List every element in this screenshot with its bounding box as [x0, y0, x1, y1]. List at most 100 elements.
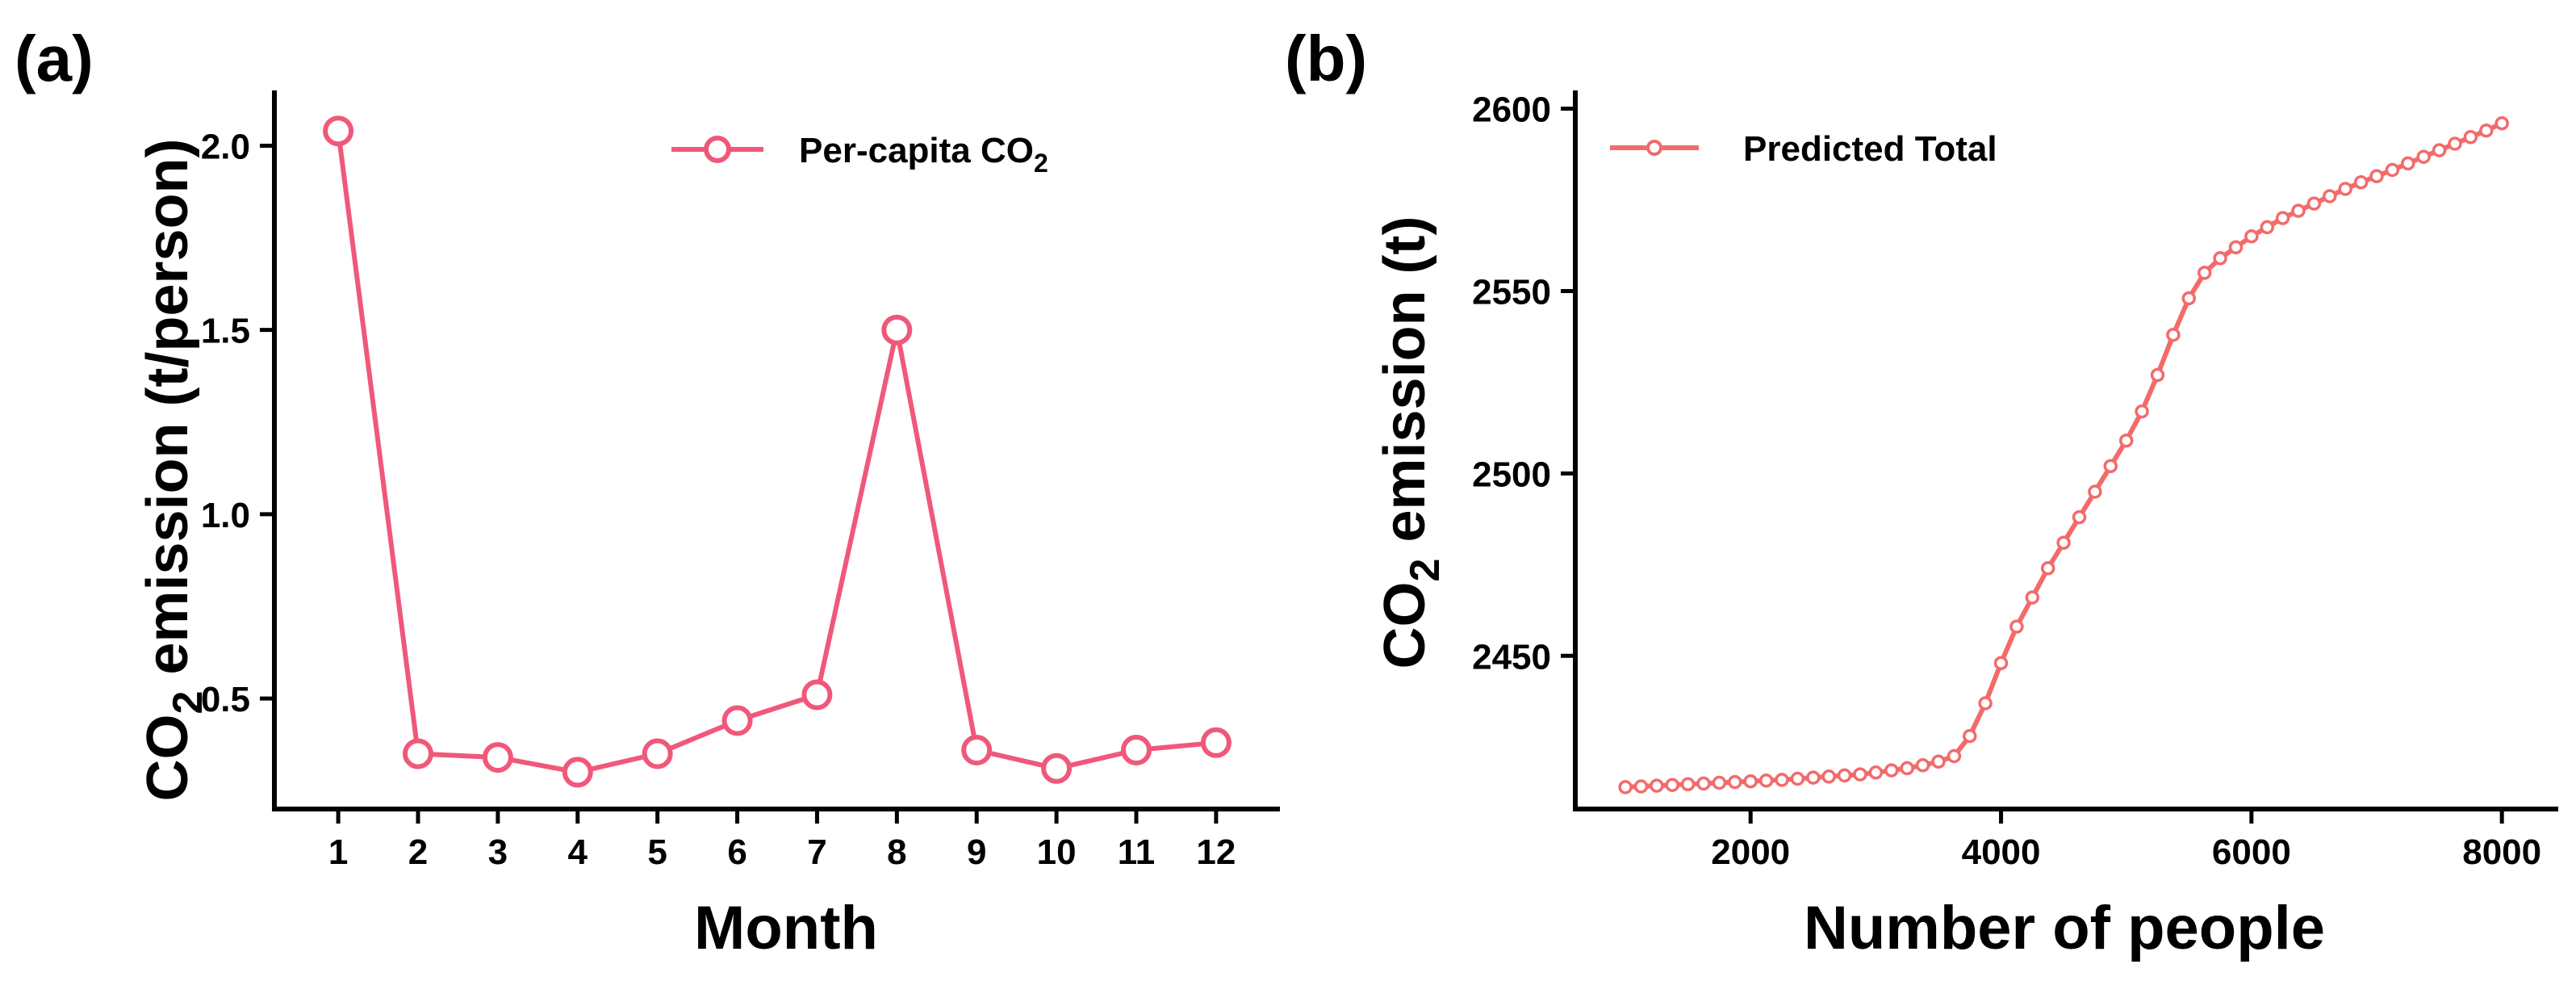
b-data-point	[2479, 123, 2494, 138]
b-data-point	[1868, 765, 1884, 780]
b-data-point	[1650, 778, 1664, 793]
a-x-tick-label: 5	[647, 832, 667, 872]
b-data-point	[1712, 775, 1727, 790]
panel-a-legend-label: Per-capita CO2	[799, 131, 1048, 178]
panel-a-x-axis-title: Month	[694, 894, 878, 962]
b-data-point	[1821, 769, 1836, 784]
b-data-point	[1633, 779, 1649, 794]
b-series-line	[1625, 120, 2503, 790]
b-data-point	[2072, 509, 2087, 525]
b-data-point	[1853, 767, 1867, 782]
b-data-point	[1775, 773, 1789, 787]
a-data-point	[801, 679, 833, 711]
panel-a-legend-marker	[704, 136, 731, 163]
panel-a-y-ticks: 0.5 1.0 1.5 2.0	[201, 127, 274, 719]
a-x-tick-label: 7	[807, 832, 826, 872]
panel-b: (b) CO2 emission (t) Number of people 24…	[1285, 23, 2558, 962]
a-data-point	[1041, 753, 1073, 784]
a-data-point	[1200, 727, 1232, 758]
b-data-point	[1963, 728, 1977, 744]
b-data-point	[2025, 590, 2040, 605]
b-data-point	[2463, 130, 2478, 145]
b-data-point	[2448, 136, 2462, 151]
b-data-point	[1884, 763, 1899, 778]
a-data-point	[323, 115, 354, 147]
a-x-tick-label: 2	[408, 832, 428, 872]
panel-b-x-ticks: 2000 4000 6000 8000	[1711, 809, 2541, 872]
a-data-point	[1121, 735, 1152, 765]
b-data-point	[2009, 619, 2024, 634]
b-data-point	[2291, 203, 2306, 218]
b-data-point	[1758, 773, 1774, 788]
panel-a-y-axis-title: CO2 emission (t/person)	[136, 138, 211, 801]
panel-b-legend: Predicted Total	[1610, 129, 1997, 169]
b-data-point	[2150, 367, 2165, 383]
a-x-tick-label: 12	[1196, 832, 1236, 872]
b-data-point	[1837, 768, 1852, 783]
b-y-tick-label: 2600	[1472, 90, 1551, 130]
b-data-point	[2494, 115, 2509, 131]
b-data-point	[1728, 774, 1742, 790]
a-x-tick-label: 10	[1037, 832, 1077, 872]
a-data-point	[961, 735, 993, 765]
a-y-tick-label: 1.0	[201, 496, 250, 535]
b-data-point	[1993, 656, 2009, 671]
b-data-point	[2353, 175, 2369, 190]
a-data-point	[403, 738, 433, 769]
b-data-point	[1978, 696, 1993, 711]
a-data-point	[482, 742, 513, 773]
b-data-point	[2103, 459, 2118, 474]
panel-a-y-title-sub: 2	[165, 691, 211, 715]
panel-b-y-title-sub: 2	[1402, 559, 1449, 582]
a-x-tick-label: 3	[488, 832, 508, 872]
panel-a-y-title-pre: CO	[136, 715, 200, 802]
panel-a-y-title-post: emission (t/person)	[136, 138, 200, 690]
a-data-point	[642, 738, 673, 769]
b-data-point	[1806, 770, 1821, 785]
b-data-point	[2401, 156, 2415, 171]
b-data-point	[2135, 404, 2149, 419]
panel-a: (a) CO2 emission (t/person) Month 0.51.0…	[15, 23, 1280, 962]
a-x-tick-label: 11	[1118, 832, 1156, 872]
b-data-point	[2088, 484, 2102, 499]
b-data-point	[2306, 196, 2322, 211]
b-data-point	[2323, 189, 2337, 203]
b-data-point	[2416, 149, 2431, 164]
a-x-tick-label: 1	[328, 832, 348, 872]
panel-a-x-ticks: 1 2 3 4 5 6 7 8 9 10 11 12	[328, 809, 1236, 872]
b-data-point	[1900, 761, 1914, 776]
a-y-tick-label: 0.5	[201, 680, 250, 719]
b-data-point	[2275, 211, 2290, 225]
a-x-tick-label: 8	[887, 832, 906, 872]
b-data-point	[2385, 162, 2400, 178]
b-data-point	[2181, 291, 2197, 306]
b-data-point	[2228, 240, 2244, 255]
panel-b-y-ticks: 2450 2500 2550 2600	[1472, 90, 1575, 677]
b-data-point	[2118, 433, 2134, 448]
a-x-tick-label: 4	[568, 832, 588, 872]
panel-a-legend-sub: 2	[1034, 149, 1048, 178]
panel-b-y-title-post: emission (t)	[1373, 216, 1437, 559]
b-data-point	[2040, 561, 2055, 576]
b-data-point	[1931, 754, 1946, 769]
b-x-tick-label: 6000	[2212, 832, 2291, 872]
b-data-point	[1743, 773, 1758, 789]
panel-b-label: (b)	[1285, 23, 1367, 94]
b-data-point	[2369, 169, 2384, 183]
b-data-point	[2260, 220, 2275, 235]
a-y-tick-label: 1.5	[201, 312, 250, 351]
a-series-line	[336, 130, 1217, 775]
b-y-tick-label: 2550	[1472, 272, 1551, 312]
a-data-point	[881, 314, 913, 346]
panel-b-legend-marker	[1646, 140, 1662, 156]
a-data-point	[721, 705, 753, 736]
b-y-tick-label: 2500	[1472, 455, 1551, 494]
b-data-point	[1947, 748, 1962, 764]
b-data-point	[2432, 143, 2447, 157]
b-data-point	[1696, 776, 1711, 791]
panel-a-label: (a)	[15, 23, 94, 94]
panel-b-series	[1618, 115, 2509, 794]
a-x-tick-label: 9	[967, 832, 986, 872]
panel-a-legend-pre: Per-capita CO	[799, 131, 1034, 170]
